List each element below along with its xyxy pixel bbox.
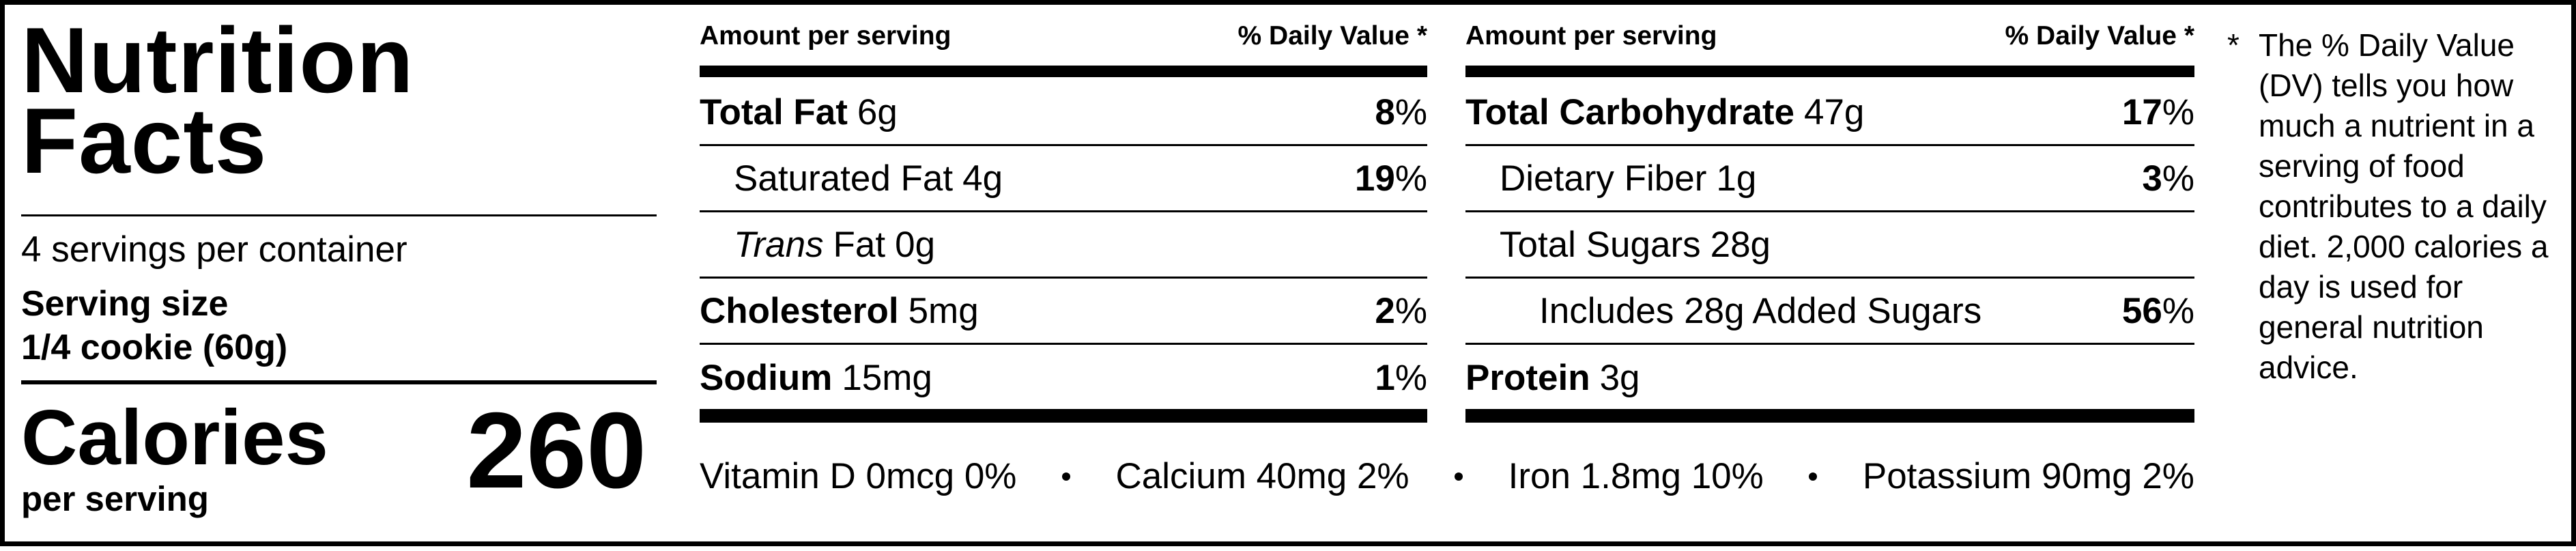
nutrient-amount: 47g xyxy=(1803,91,1865,132)
dv-number: 2 xyxy=(1375,290,1395,331)
daily-value: 2% xyxy=(1375,290,1427,332)
nutrient-column: Amount per serving % Daily Value * Total C… xyxy=(1465,5,2194,551)
thick-bar xyxy=(700,409,1427,423)
nutrient-name: Cholesterol xyxy=(700,290,899,331)
amount-header: Amount per serving xyxy=(1465,21,1717,51)
serving-size: Serving size 1/4 cookie (60g) xyxy=(21,282,287,369)
daily-value: 56% xyxy=(2122,290,2194,332)
vitamin: Potassium 90mg 2% xyxy=(1862,456,2194,496)
nutrient-row: Total Sugars 28g xyxy=(1465,212,2194,279)
footnote: The % Daily Value (DV) tells you how muc… xyxy=(2259,27,2549,385)
amount-header: Amount per serving xyxy=(700,21,951,51)
nutrient-row: Protein 3g xyxy=(1465,345,2194,411)
vitamin: Calcium 40mg 2% xyxy=(1115,456,1409,496)
nutrient-name: Total Carbohydrate xyxy=(1465,91,1794,132)
nutrient-row: Trans Fat 0g xyxy=(700,212,1427,279)
nutrient-row: Saturated Fat 4g 19% xyxy=(700,146,1427,212)
dv-unit: % xyxy=(2162,91,2194,132)
nutrient-row: Total Fat 6g 8% xyxy=(700,80,1427,146)
calories-sublabel: per serving xyxy=(21,479,209,518)
thick-bar xyxy=(1465,66,2194,77)
nutrient: Total Carbohydrate 47g xyxy=(1465,91,1864,133)
nutrient: Protein 3g xyxy=(1465,357,1640,399)
daily-value: 17% xyxy=(2122,91,2194,133)
nutrient-name: Total Sugars xyxy=(1500,224,1701,265)
nutrient: Cholesterol 5mg xyxy=(700,290,979,332)
dv-unit: % xyxy=(1394,290,1427,331)
nutrient-name: Saturated Fat xyxy=(734,158,954,199)
nutrient-name: Total Fat xyxy=(700,91,848,132)
nutrient: Sodium 15mg xyxy=(700,357,932,399)
nutrient-name-italic: Trans xyxy=(734,224,824,265)
nutrient-amount: 1g xyxy=(1716,158,1757,199)
daily-value: 3% xyxy=(2142,158,2194,199)
nutrient: Includes 28g Added Sugars xyxy=(1539,290,1981,332)
nutrient-column: Amount per serving % Daily Value * Total F… xyxy=(700,5,1427,551)
nutrient-amount: 6g xyxy=(857,91,898,132)
dv-header: % Daily Value * xyxy=(2005,21,2194,51)
nutrient-amount: 4g xyxy=(962,158,1003,199)
dv-unit: % xyxy=(2162,290,2194,331)
dv-unit: % xyxy=(1394,358,1427,398)
dv-header: % Daily Value * xyxy=(1237,21,1427,51)
dv-number: 19 xyxy=(1354,158,1395,199)
vitamin: Iron 1.8mg 10% xyxy=(1508,456,1764,496)
title: Nutrition Facts xyxy=(21,8,414,193)
nutrient-name: Sodium xyxy=(700,358,833,398)
daily-value: 19% xyxy=(1355,158,1427,199)
bullet xyxy=(1455,472,1463,481)
footnote-marker: * xyxy=(2227,27,2239,63)
nutrient-amount: 5mg xyxy=(908,290,979,331)
serving-size-value: 1/4 cookie (60g) xyxy=(21,328,288,367)
vitamin: Vitamin D 0mcg 0% xyxy=(700,456,1017,496)
nutrient-name: Dietary Fiber xyxy=(1500,158,1707,199)
bullet xyxy=(1061,472,1070,481)
serving-size-label: Serving size xyxy=(21,284,229,324)
nutrient: Total Sugars 28g xyxy=(1500,224,1771,266)
dv-unit: % xyxy=(1394,91,1427,132)
dv-unit: % xyxy=(1394,158,1427,199)
calories-label: Calories xyxy=(21,395,328,481)
column-header: Amount per serving % Daily Value * xyxy=(1465,21,2194,51)
divider xyxy=(21,214,657,216)
bullet xyxy=(1809,472,1818,481)
dv-number: 1 xyxy=(1375,358,1395,398)
daily-value: 8% xyxy=(1375,91,1427,133)
column-header: Amount per serving % Daily Value * xyxy=(700,21,1427,51)
dv-number: 56 xyxy=(2121,290,2162,331)
nutrient-row: Cholesterol 5mg 2% xyxy=(700,279,1427,345)
nutrient-row: Total Carbohydrate 47g 17% xyxy=(1465,80,2194,146)
nutrient: Dietary Fiber 1g xyxy=(1500,158,1756,199)
vitamins-row: Vitamin D 0mcg 0% Calcium 40mg 2% Iron 1.8… xyxy=(700,455,2194,497)
thick-bar xyxy=(1465,409,2194,423)
nutrient-amount: 0g xyxy=(895,224,936,265)
servings: 4 servings per container xyxy=(21,229,407,270)
nutrient-row: Sodium 15mg 1% xyxy=(700,345,1427,411)
nutrient-amount: 28g xyxy=(1710,224,1771,265)
dv-number: 3 xyxy=(2142,158,2162,199)
nutrient-name: Fat xyxy=(833,224,886,265)
dv-unit: % xyxy=(2162,158,2194,199)
nutrient: Trans Fat 0g xyxy=(734,224,935,266)
nutrient-row: Includes 28g Added Sugars 56% xyxy=(1465,279,2194,345)
nutrient-row: Dietary Fiber 1g 3% xyxy=(1465,146,2194,212)
divider xyxy=(21,380,657,384)
calories-value: 260 xyxy=(466,391,646,511)
thick-bar xyxy=(700,66,1427,77)
nutrient-name: Protein xyxy=(1465,358,1590,398)
dv-number: 17 xyxy=(2121,91,2162,132)
dv-number: 8 xyxy=(1375,91,1395,132)
nutrient-amount: 3g xyxy=(1599,358,1640,398)
nutrient-amount: 15mg xyxy=(842,358,932,398)
nutrient: Total Fat 6g xyxy=(700,91,898,133)
nutrient: Saturated Fat 4g xyxy=(734,158,1003,199)
daily-value: 1% xyxy=(1375,357,1427,399)
nutrient-name: Includes 28g Added Sugars xyxy=(1539,290,1982,331)
